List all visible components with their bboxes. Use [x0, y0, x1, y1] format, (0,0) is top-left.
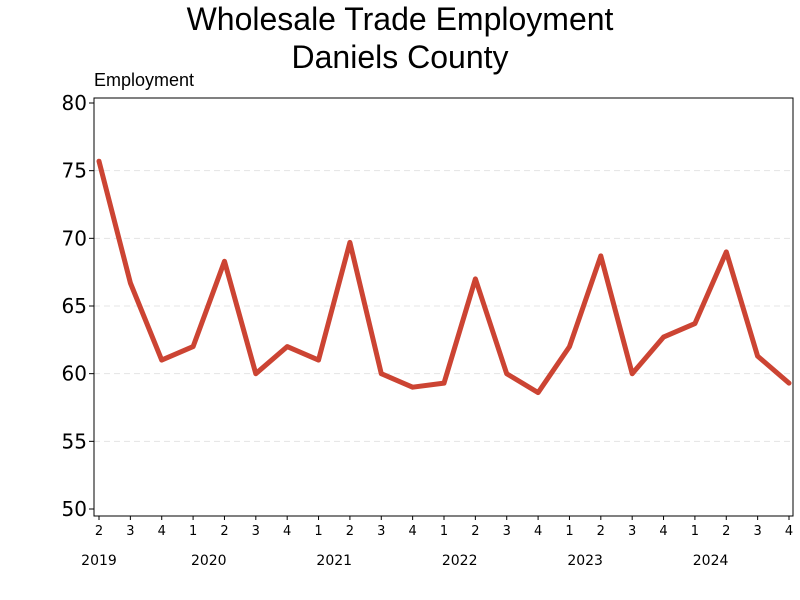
data-point: [629, 371, 635, 376]
x-tick-label: 4: [283, 524, 291, 539]
x-tick-label: 2: [597, 524, 605, 539]
x-tick-label: 2: [722, 524, 730, 539]
x-tick-label: 2: [471, 524, 479, 539]
y-tick-label: 65: [62, 294, 87, 318]
data-point: [724, 249, 729, 255]
chart-title: Wholesale Trade Employment: [187, 1, 614, 37]
series-line: [96, 158, 792, 396]
y-axis-label: Employment: [94, 70, 194, 90]
x-tick-label: 2: [346, 524, 354, 539]
x-tick-label: 3: [377, 524, 385, 539]
plot-area: [93, 97, 794, 517]
x-axis: 2 3 4 1 2 3 4 1 2 3 4 1 2 3 4 1 2 3 4 1 2 3 4: [95, 516, 793, 539]
y-tick-label: 50: [62, 497, 87, 521]
x-tick-label: 1: [440, 524, 448, 539]
x-year-label: 2023: [567, 553, 603, 569]
x-tick-label: 3: [126, 524, 134, 539]
x-year-label: 2022: [442, 553, 478, 569]
y-tick-label: 80: [62, 91, 87, 115]
x-tick-label: 1: [565, 524, 573, 539]
x-tick-label: 1: [189, 524, 197, 539]
data-point: [316, 357, 321, 363]
x-tick-label: 3: [628, 524, 636, 539]
data-point: [96, 158, 102, 164]
x-tick-label: 4: [158, 524, 166, 539]
data-point: [786, 380, 792, 386]
y-tick-label: 60: [62, 362, 87, 386]
y-tick-label: 75: [62, 159, 87, 183]
x-tick-label: 2: [220, 524, 228, 539]
series: [96, 158, 792, 396]
x-tick-label: 1: [314, 524, 322, 539]
data-point: [410, 385, 415, 390]
x-year-label: 2024: [693, 553, 729, 569]
chart-subtitle: Daniels County: [292, 39, 509, 75]
data-point: [661, 334, 666, 340]
x-tick-label: 3: [503, 524, 511, 539]
x-tick-label: 4: [408, 524, 416, 539]
data-point: [535, 390, 541, 395]
data-point: [222, 259, 227, 264]
x-axis-years: 2019 2020 2021 2022 2023 2024: [81, 553, 728, 569]
data-point: [128, 280, 133, 286]
x-tick-label: 4: [534, 524, 542, 539]
x-tick-label: 4: [659, 524, 667, 539]
x-tick-label: 1: [691, 524, 699, 539]
y-axis: 50 55 60 65 70 75 80: [62, 91, 94, 521]
data-point: [473, 276, 478, 282]
data-point: [504, 371, 509, 376]
data-point: [284, 344, 290, 349]
data-point: [692, 321, 698, 326]
x-year-label: 2020: [191, 553, 227, 569]
data-point: [190, 344, 196, 349]
data-point: [441, 380, 447, 386]
data-point: [253, 371, 259, 376]
data-point: [567, 344, 572, 349]
x-year-label: 2021: [316, 553, 352, 569]
x-tick-label: 4: [785, 524, 793, 539]
data-point: [755, 353, 760, 359]
data-point: [598, 253, 604, 259]
data-point: [379, 371, 384, 376]
x-year-label: 2019: [81, 553, 117, 569]
x-tick-label: 3: [252, 524, 260, 539]
x-tick-label: 3: [753, 524, 761, 539]
data-point: [159, 357, 164, 363]
data-point: [347, 240, 353, 245]
x-tick-label: 2: [95, 524, 103, 539]
gridlines: [94, 170, 793, 442]
y-tick-label: 55: [62, 429, 87, 453]
y-tick-label: 70: [62, 226, 87, 250]
